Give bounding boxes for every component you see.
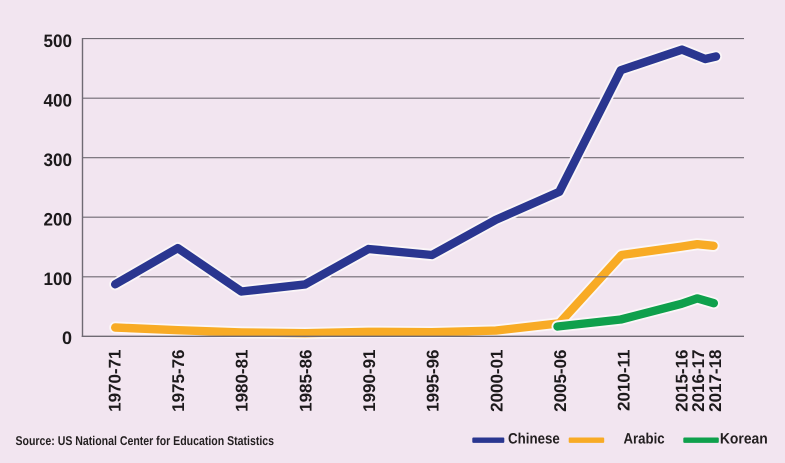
svg-text:2000-01: 2000-01 — [487, 350, 506, 412]
svg-text:2016-17: 2016-17 — [689, 350, 708, 412]
svg-text:2015-16: 2015-16 — [673, 350, 692, 412]
svg-text:Chinese: Chinese — [508, 431, 560, 448]
svg-text:300: 300 — [44, 150, 73, 170]
svg-text:0: 0 — [62, 328, 72, 348]
svg-text:1990-91: 1990-91 — [360, 350, 379, 412]
svg-text:Arabic: Arabic — [624, 431, 665, 448]
svg-text:500: 500 — [44, 31, 73, 51]
svg-text:1995-96: 1995-96 — [424, 350, 443, 412]
svg-text:2005-06: 2005-06 — [551, 350, 570, 412]
svg-text:1980-81: 1980-81 — [233, 350, 252, 412]
svg-text:1985-86: 1985-86 — [296, 350, 315, 412]
svg-text:1975-76: 1975-76 — [169, 350, 188, 412]
svg-text:Source: US National Center for: Source: US National Center for Education… — [16, 434, 275, 448]
svg-text:1970-71: 1970-71 — [105, 350, 124, 412]
svg-text:400: 400 — [44, 91, 73, 111]
svg-text:2017-18: 2017-18 — [706, 350, 725, 412]
svg-text:200: 200 — [44, 210, 73, 230]
svg-text:2010-11: 2010-11 — [615, 350, 634, 411]
svg-text:Korean: Korean — [720, 431, 768, 448]
svg-text:100: 100 — [44, 269, 73, 289]
